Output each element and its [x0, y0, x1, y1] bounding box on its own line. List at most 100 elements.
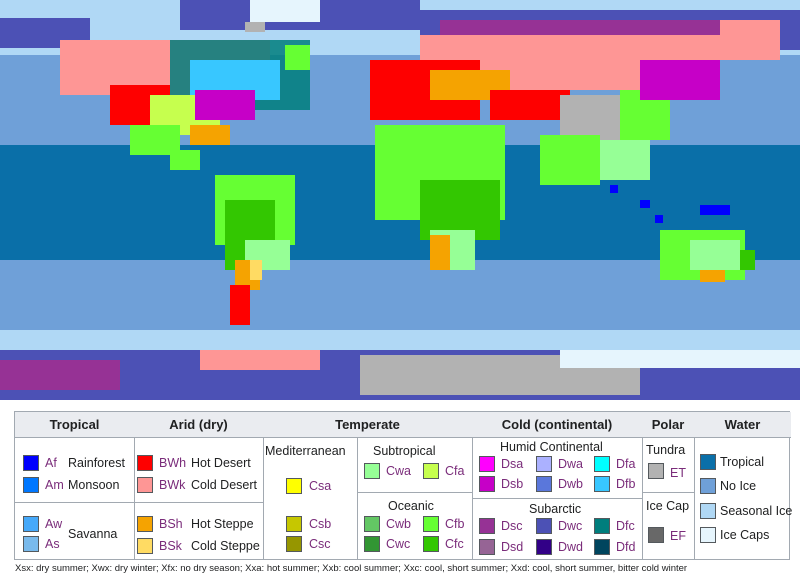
swatch-dfa — [594, 456, 610, 472]
legend-footnote: Xsx: dry summer; Xwx: dry winter; Xfx: n… — [15, 563, 688, 574]
legend-col-temperate: Temperate Mediterranean Csa Csb Csc Subt… — [263, 412, 473, 559]
swatch-water-noice — [700, 478, 716, 494]
swatch-csc — [286, 536, 302, 552]
code-bsh: BSh — [159, 517, 183, 531]
southeast-asia-islands — [610, 185, 730, 223]
code-dsc: Dsc — [501, 519, 523, 533]
legend-header-water: Water — [694, 412, 791, 438]
swatch-csb — [286, 516, 302, 532]
swatch-dwd — [536, 539, 552, 555]
koppen-climate-map — [0, 0, 800, 400]
swatch-dfc — [594, 518, 610, 534]
africa — [375, 125, 505, 270]
legend-col-tropical: Tropical Af Rainforest Am Monsoon Aw As … — [15, 412, 135, 559]
label-subtropical: Subtropical — [373, 444, 436, 458]
label-subarctic: Subarctic — [529, 502, 582, 516]
swatch-dwa — [536, 456, 552, 472]
code-et: ET — [670, 466, 686, 480]
legend-col-water: Water Tropical No Ice Seasonal Ice Ice C… — [694, 412, 793, 559]
legend-header-arid: Arid (dry) — [134, 412, 263, 438]
name-am: Monsoon — [68, 478, 120, 492]
code-cfa: Cfa — [445, 464, 465, 478]
swatch-ef — [648, 527, 664, 543]
code-aw: Aw — [45, 517, 63, 531]
name-water-tropical: Tropical — [720, 455, 764, 469]
swatch-dsa — [479, 456, 495, 472]
swatch-bsh — [137, 516, 153, 532]
code-csa: Csa — [309, 479, 332, 493]
name-water-noice: No Ice — [720, 479, 757, 493]
code-am: Am — [45, 478, 64, 492]
code-cwc: Cwc — [386, 537, 411, 551]
code-bwh: BWh — [159, 456, 187, 470]
code-bwk: BWk — [159, 478, 186, 492]
code-cwa: Cwa — [386, 464, 412, 478]
code-af: Af — [45, 456, 57, 470]
swatch-cwa — [364, 463, 380, 479]
code-bsk: BSk — [159, 539, 182, 553]
swatch-aw — [23, 516, 39, 532]
swatch-water-seasonal — [700, 503, 716, 519]
australia — [660, 230, 755, 282]
name-savanna: Savanna — [68, 527, 118, 541]
code-dwa: Dwa — [558, 457, 584, 471]
name-water-seasonal: Seasonal Ice — [720, 504, 793, 518]
swatch-dwb — [536, 476, 552, 492]
legend-header-cold: Cold (continental) — [472, 412, 642, 438]
legend-col-arid: Arid (dry) BWh Hot Desert BWk Cold Deser… — [134, 412, 264, 559]
code-cwb: Cwb — [386, 517, 412, 531]
eurasia — [370, 20, 780, 185]
swatch-csa — [286, 478, 302, 494]
antarctica — [0, 350, 800, 400]
label-ice-cap: Ice Cap — [646, 499, 690, 513]
swatch-bsk — [137, 538, 153, 554]
swatch-am — [23, 477, 39, 493]
name-bwh: Hot Desert — [191, 456, 251, 470]
legend-col-polar: Polar Tundra ET Ice Cap EF — [642, 412, 695, 559]
swatch-dfb — [594, 476, 610, 492]
swatch-cfc — [423, 536, 439, 552]
code-dsd: Dsd — [501, 540, 524, 554]
name-af: Rainforest — [68, 456, 125, 470]
legend-header-tropical: Tropical — [15, 412, 134, 438]
swatch-water-caps — [700, 527, 716, 543]
label-humid-continental: Humid Continental — [500, 440, 603, 454]
swatch-dfd — [594, 539, 610, 555]
code-cfb: Cfb — [445, 517, 465, 531]
legend-header-temperate: Temperate — [263, 412, 472, 438]
swatch-cwc — [364, 536, 380, 552]
code-dwb: Dwb — [558, 477, 584, 491]
swatch-cwb — [364, 516, 380, 532]
code-dfb: Dfb — [616, 477, 636, 491]
code-ef: EF — [670, 529, 686, 543]
swatch-dsc — [479, 518, 495, 534]
code-cfc: Cfc — [445, 537, 464, 551]
code-dwd: Dwd — [558, 540, 584, 554]
code-dwc: Dwc — [558, 519, 583, 533]
swatch-bwh — [137, 455, 153, 471]
label-tundra: Tundra — [646, 443, 686, 457]
climate-legend: Tropical Af Rainforest Am Monsoon Aw As … — [14, 411, 793, 560]
swatch-af — [23, 455, 39, 471]
swatch-dwc — [536, 518, 552, 534]
swatch-et — [648, 463, 664, 479]
swatch-cfb — [423, 516, 439, 532]
code-dsa: Dsa — [501, 457, 524, 471]
code-dfa: Dfa — [616, 457, 636, 471]
name-bsk: Cold Steppe — [191, 539, 260, 553]
name-bwk: Cold Desert — [191, 478, 257, 492]
south-america — [215, 175, 295, 325]
swatch-dsb — [479, 476, 495, 492]
label-oceanic: Oceanic — [388, 499, 434, 513]
code-dfc: Dfc — [616, 519, 635, 533]
legend-header-polar: Polar — [642, 412, 694, 438]
swatch-as — [23, 536, 39, 552]
name-water-caps: Ice Caps — [720, 528, 770, 542]
swatch-bwk — [137, 477, 153, 493]
code-dfd: Dfd — [616, 540, 636, 554]
code-csc: Csc — [309, 537, 331, 551]
code-dsb: Dsb — [501, 477, 524, 491]
code-csb: Csb — [309, 517, 332, 531]
swatch-cfa — [423, 463, 439, 479]
label-mediterranean: Mediterranean — [265, 444, 346, 458]
